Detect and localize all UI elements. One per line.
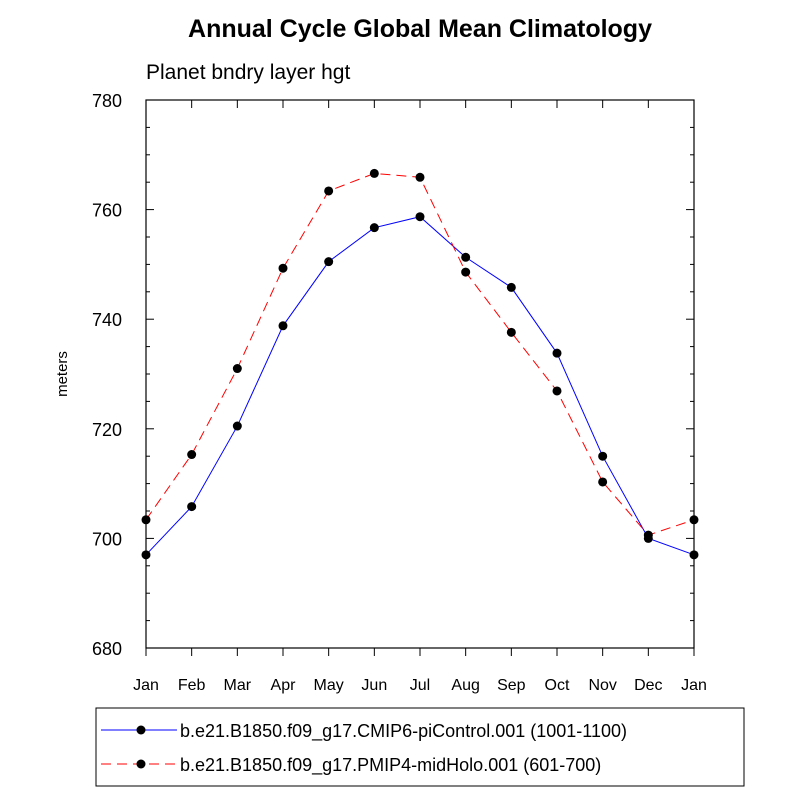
x-tick-label: Dec: [634, 677, 662, 694]
legend-label-picontrol: b.e21.B1850.f09_g17.CMIP6-piControl.001 …: [180, 721, 627, 742]
x-tick-label: Jan: [133, 677, 159, 694]
series-1-point: [324, 186, 334, 196]
x-tick-label: Jan: [681, 677, 707, 694]
series-0-point: [232, 421, 242, 431]
x-tick-label: Aug: [451, 677, 479, 694]
series-1-point: [278, 263, 288, 273]
legend-box: [95, 707, 745, 787]
chart-subtitle: Planet bndry layer hgt: [146, 61, 350, 84]
y-tick-label: 720: [92, 420, 122, 440]
series-0-point: [187, 502, 197, 512]
series-1-point: [552, 386, 562, 396]
series-0-point: [598, 451, 608, 461]
y-axis-label: meters: [54, 351, 71, 397]
series-1-point: [461, 267, 471, 277]
legend-item-midholo: b.e21.B1850.f09_g17.PMIP4-midHolo.001 (6…: [101, 755, 601, 776]
series-1-point: [643, 530, 653, 540]
x-tick-label: Sep: [497, 677, 526, 694]
y-tick-label: 760: [92, 201, 122, 221]
series-1-point: [369, 168, 379, 178]
x-tick-labels: Jan Feb Mar Apr May Jun Jul Aug Sep Oct Nov Dec Jan: [133, 677, 707, 694]
legend-label-midholo: b.e21.B1850.f09_g17.PMIP4-midHolo.001 (6…: [180, 755, 601, 776]
series-line-0: [145, 216, 695, 556]
series-1-point: [232, 364, 242, 374]
series-1-point: [689, 515, 699, 525]
chart-title: Annual Cycle Global Mean Climatology: [188, 15, 652, 43]
y-tick-label: 780: [92, 91, 122, 111]
series-1-point: [415, 172, 425, 182]
x-tick-label: Feb: [178, 677, 206, 694]
y-tick-label: 680: [92, 639, 122, 659]
x-tick-label: Nov: [588, 677, 616, 694]
x-tick-label: Apr: [271, 677, 297, 694]
x-tick-label: Jun: [361, 677, 387, 694]
series-0-point: [278, 321, 288, 331]
x-tick-label: Jul: [410, 677, 430, 694]
y-tick-labels: 680 700 720 740 760 780: [92, 91, 122, 659]
series-0-point: [415, 212, 425, 222]
series-1-point: [598, 477, 608, 487]
series-0-point: [461, 252, 471, 262]
series-1-point: [506, 327, 516, 337]
plot-frame: [145, 99, 695, 649]
series-0-point: [141, 550, 151, 560]
series-0-point: [552, 348, 562, 358]
x-tick-label: Mar: [224, 677, 252, 694]
y-tick-label: 700: [92, 529, 122, 549]
axis-ticks: [145, 99, 695, 656]
series-0-point: [689, 550, 699, 560]
legend-item-picontrol: b.e21.B1850.f09_g17.CMIP6-piControl.001 …: [101, 721, 627, 742]
series-1-point: [141, 515, 151, 525]
series-1-point: [187, 450, 197, 460]
series-0-point: [324, 257, 334, 267]
series-0-point: [369, 223, 379, 233]
x-tick-label: Oct: [545, 677, 570, 694]
series-layer: [141, 168, 699, 560]
legend-marker-midholo: [136, 759, 146, 769]
series-line-1: [145, 172, 695, 536]
legend-marker-picontrol: [136, 725, 146, 735]
y-tick-label: 740: [92, 310, 122, 330]
x-tick-label: May: [314, 677, 344, 694]
series-0-point: [506, 282, 516, 292]
